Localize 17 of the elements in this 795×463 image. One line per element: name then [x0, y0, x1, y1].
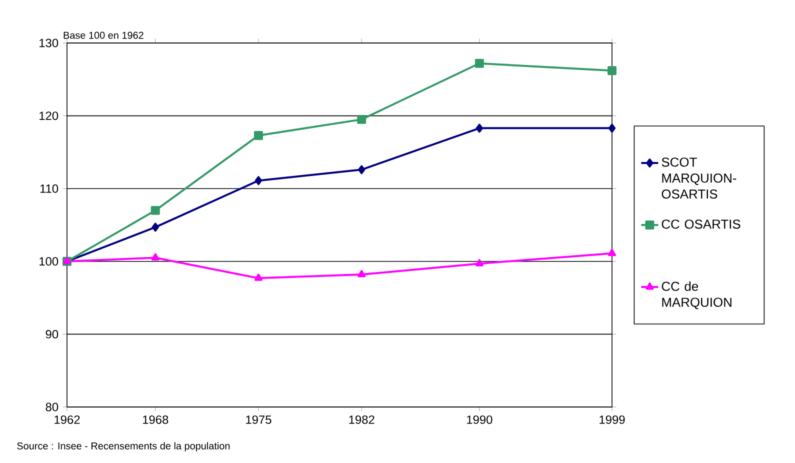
legend-label: CC OSARTIS: [662, 220, 740, 229]
y-tick-label: 110: [40, 184, 58, 193]
x-tick-label: 1975: [246, 415, 272, 424]
y-axis-title: Base 100 en 1962: [64, 32, 144, 39]
source-note: Source : Insee - Recensements de la population: [17, 442, 230, 452]
legend-label: SCOT MARQUION-OSARTIS: [662, 158, 736, 199]
y-tick-label: 90: [46, 330, 58, 338]
y-tick-label: 100: [40, 257, 58, 266]
x-tick-label: 1999: [600, 415, 625, 424]
x-tick-label: 1962: [54, 415, 80, 424]
y-tick-label: 80: [46, 402, 58, 412]
legend-label: CC de MARQUION: [662, 281, 732, 310]
x-tick-label: 1990: [467, 415, 492, 424]
x-tick-label: 1968: [142, 415, 168, 424]
y-tick-label: 120: [40, 112, 58, 120]
y-tick-label: 130: [40, 38, 58, 48]
x-tick-label: 1982: [349, 415, 374, 424]
